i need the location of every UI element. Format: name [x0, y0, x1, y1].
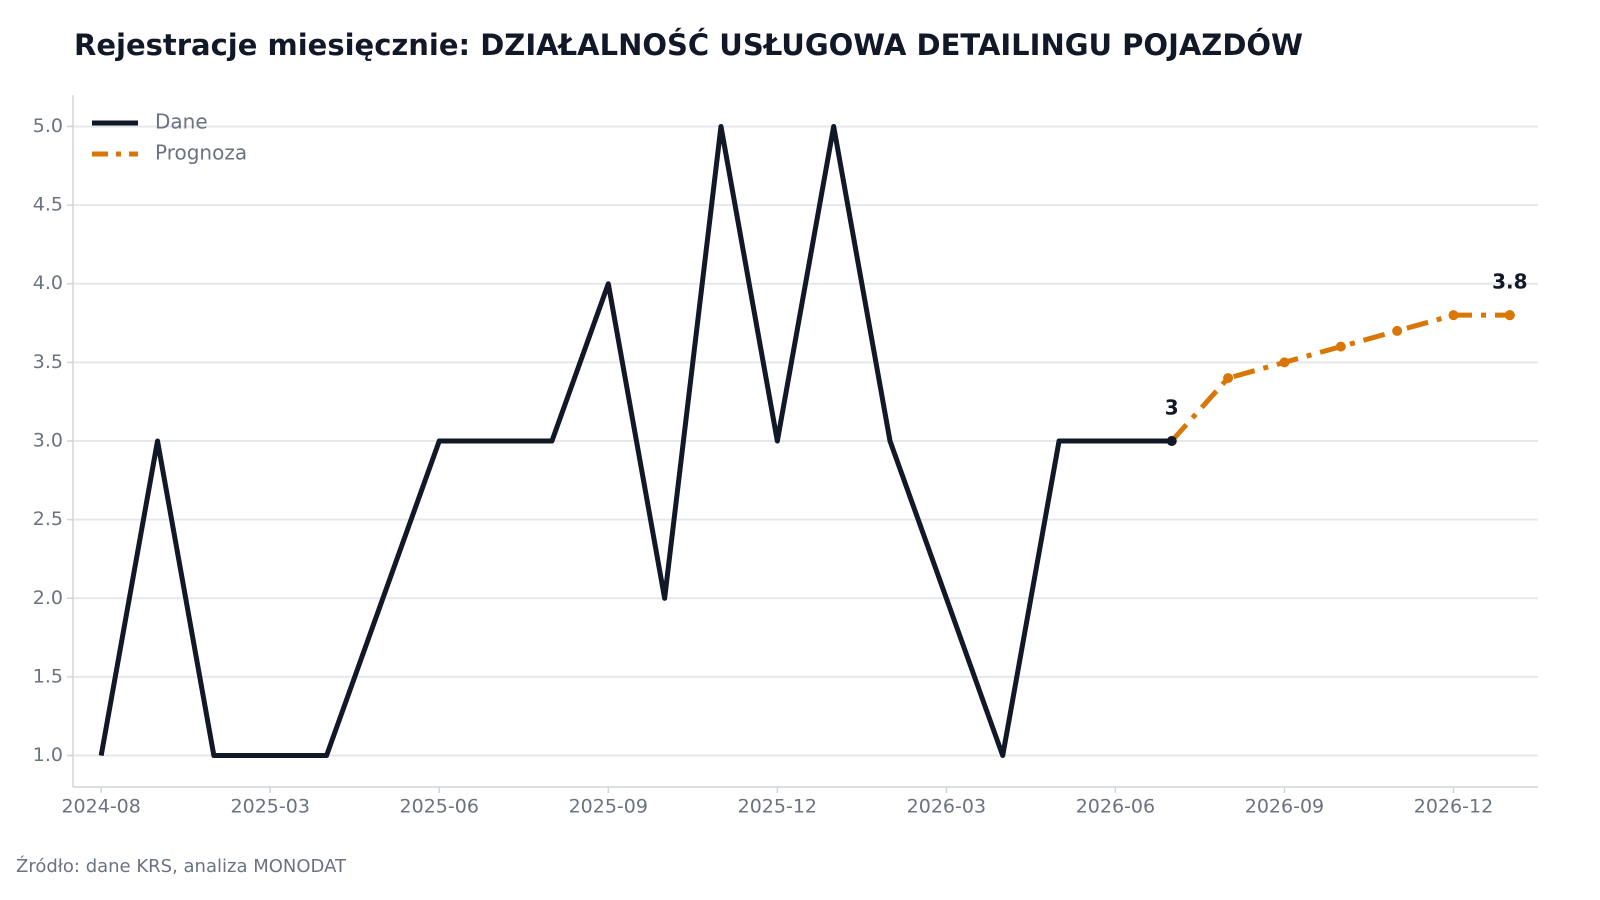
x-tick-label: 2025-12	[738, 796, 817, 818]
source-note: Źródło: dane KRS, analiza MONODAT	[16, 855, 347, 877]
x-tick-label: 2026-09	[1245, 796, 1324, 818]
x-tick-label: 2025-03	[231, 796, 310, 818]
y-tick-label: 4.0	[33, 272, 63, 294]
last-point-marker	[1166, 436, 1177, 446]
x-tick-label: 2026-06	[1076, 796, 1155, 818]
y-tick-label: 5.0	[33, 115, 63, 137]
x-tick-label: 2026-12	[1414, 796, 1493, 818]
y-tick-label: 1.0	[33, 744, 63, 766]
point-marker	[1448, 310, 1459, 321]
y-tick-label: 2.5	[33, 508, 63, 530]
point-marker	[1335, 341, 1346, 352]
legend-label: Prognoza	[155, 141, 247, 165]
series-line	[1169, 312, 1510, 443]
y-tick-label: 2.0	[33, 587, 63, 609]
x-tick-label: 2025-06	[400, 796, 479, 818]
x-tick-label: 2024-08	[61, 796, 140, 818]
series-line	[98, 123, 1172, 759]
last-point-marker	[1504, 310, 1515, 321]
legend-label: Dane	[155, 110, 208, 134]
point-marker	[1392, 325, 1403, 336]
last-value-label: 3	[1165, 396, 1179, 420]
y-tick-label: 4.5	[33, 194, 63, 216]
y-tick-label: 3.0	[33, 430, 63, 452]
x-tick-label: 2025-09	[569, 796, 648, 818]
last-value-label: 3.8	[1492, 270, 1527, 294]
y-tick-label: 1.5	[33, 665, 63, 687]
y-tick-label: 3.5	[33, 351, 63, 373]
point-marker	[1223, 373, 1234, 384]
point-marker	[1279, 357, 1290, 368]
x-tick-label: 2026-03	[907, 796, 986, 818]
chart-title: Rejestracje miesięcznie: DZIAŁALNOŚĆ USŁ…	[74, 28, 1303, 62]
